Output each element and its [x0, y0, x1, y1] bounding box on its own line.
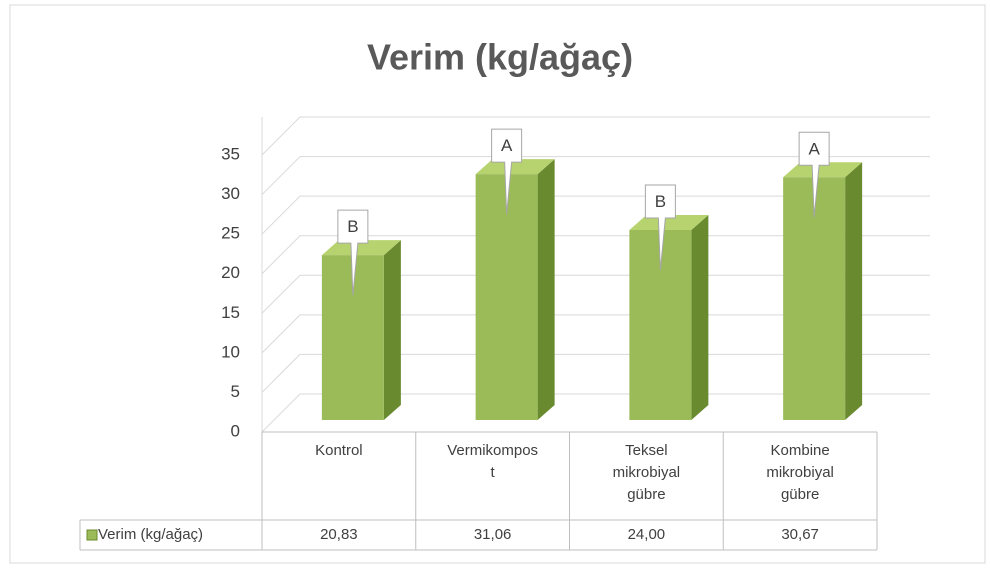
legend-key [86, 529, 98, 541]
bar-front [783, 177, 846, 420]
value-label: 30,67 [781, 526, 819, 543]
y-tick-label: 25 [221, 224, 240, 243]
bar-side [383, 240, 401, 420]
chart-title: Verim (kg/ağaç) [367, 37, 633, 78]
callout [798, 131, 830, 218]
callout [644, 184, 676, 271]
callout [491, 128, 523, 215]
value-label: 20,83 [320, 526, 358, 543]
bar [783, 162, 863, 420]
bar-side [845, 162, 863, 420]
bar-side [537, 159, 555, 420]
x-tick-label: Teksel mikrobiyal gübre [612, 442, 681, 503]
y-tick-label: 10 [221, 342, 240, 361]
bar-side [691, 215, 709, 420]
value-label: 31,06 [473, 526, 512, 543]
bar-front [629, 230, 692, 420]
grid-line [261, 116, 930, 156]
grid-line [261, 314, 930, 354]
y-tick-label: 30 [221, 184, 240, 203]
y-tick-label: 15 [221, 303, 240, 322]
x-tick-label: Kontrol [315, 442, 363, 459]
annotation: A [501, 136, 513, 155]
y-tick-label: 5 [231, 382, 240, 401]
annotation: B [655, 192, 666, 211]
grid-line [261, 393, 930, 433]
x-tick-label: Kombine mikrobiyal gübre [766, 442, 834, 503]
bar-top [783, 162, 863, 178]
annotation: B [347, 217, 358, 236]
y-tick-label: 35 [221, 144, 240, 163]
bar [475, 159, 555, 420]
bar-top [629, 215, 709, 231]
bar-front [321, 255, 384, 420]
legend-label: Verim (kg/ağaç) [98, 526, 204, 543]
bar-top [321, 240, 401, 256]
value-label: 24,00 [627, 526, 666, 543]
bar-front [475, 174, 538, 420]
grid-line [261, 274, 930, 314]
grid-line [261, 235, 930, 275]
y-tick-label: 20 [221, 263, 240, 282]
bar [321, 240, 401, 420]
x-tick-label: Vermikompost [447, 442, 539, 481]
annotation: A [808, 139, 820, 158]
y-tick-label: 0 [231, 421, 240, 440]
bar-top [475, 159, 555, 175]
grid-line [261, 195, 930, 235]
grid-line [261, 353, 930, 393]
bar [629, 215, 709, 420]
callout [337, 209, 369, 296]
grid-line [261, 156, 930, 195]
